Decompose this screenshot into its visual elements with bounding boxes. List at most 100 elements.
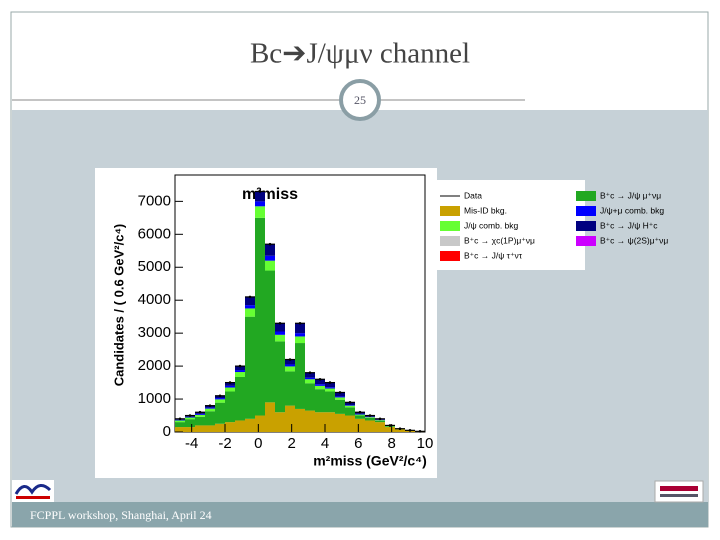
histogram-segment [215, 402, 225, 424]
histogram-segment [275, 341, 285, 413]
histogram-segment [285, 366, 295, 372]
histogram-segment [175, 419, 185, 421]
histogram-segment [355, 414, 365, 416]
x-axis-label: m²miss (GeV²/c⁴) [313, 453, 427, 469]
data-point-dot [418, 430, 422, 433]
legend-label: J/ψ+μ comb. bkg [600, 205, 664, 215]
histogram-segment [275, 412, 285, 432]
y-axis-label: Candidates / ( 0.6 GeV²/c⁴) [111, 224, 126, 386]
data-point-dot [328, 381, 332, 384]
data-point-dot [308, 371, 312, 374]
y-tick-label: 0 [163, 423, 171, 440]
histogram-segment [345, 404, 355, 406]
legend-label: B⁺c → J/ψ τ⁺ντ [464, 250, 523, 260]
legend-label: B⁺c → ψ(2S)μ⁺νμ [600, 235, 668, 245]
histogram-segment [225, 387, 235, 392]
histogram-segment [205, 425, 215, 432]
histogram-segment [195, 414, 205, 417]
x-tick-label: -4 [185, 435, 198, 452]
x-tick-label: 0 [254, 435, 262, 452]
data-point-dot [318, 377, 322, 381]
histogram-segment [285, 405, 295, 432]
histogram-segment [325, 382, 335, 388]
y-tick-label: 7000 [138, 192, 171, 209]
data-point-dot [298, 321, 302, 325]
legend-image [437, 180, 585, 270]
histogram-segment [285, 364, 295, 367]
histogram-segment [335, 396, 345, 398]
legend-label: Data [464, 190, 482, 200]
slide-title: Bc➔J/ψμν channel [250, 38, 470, 70]
histogram-segment [295, 336, 305, 344]
histogram-segment [235, 420, 245, 432]
histogram-segment [255, 415, 265, 432]
histogram-segment [225, 382, 235, 386]
histogram-segment [385, 427, 395, 432]
data-point-dot [368, 414, 372, 417]
legend-swatch [440, 221, 460, 231]
histogram-segment [225, 385, 235, 388]
x-tick-label: 4 [321, 435, 329, 452]
histogram-segment [205, 408, 215, 412]
histogram-segment [225, 422, 235, 432]
y-tick-label: 1000 [138, 390, 171, 407]
histogram-segment [345, 415, 355, 432]
histogram-segment [335, 397, 345, 400]
x-tick-label: 6 [354, 435, 362, 452]
x-tick-label: -2 [218, 435, 231, 452]
histogram-segment [325, 412, 335, 432]
histogram-segment [245, 316, 255, 419]
histogram-segment [295, 408, 305, 432]
histogram-segment [215, 423, 225, 432]
histogram-segment [195, 413, 205, 415]
histogram-segment [325, 391, 335, 413]
histogram-segment [285, 359, 295, 365]
histogram-segment [305, 383, 315, 411]
histogram-segment [335, 399, 345, 414]
histogram-segment [185, 427, 195, 432]
histogram-segment [265, 260, 275, 271]
legend-swatch [576, 206, 596, 216]
histogram-segment [295, 323, 305, 334]
histogram-segment [275, 334, 285, 342]
y-tick-label: 6000 [138, 225, 171, 242]
data-point-dot [358, 410, 362, 414]
histogram-segment [265, 402, 275, 432]
histogram-segment [345, 405, 355, 408]
data-point-dot [238, 364, 242, 368]
histogram-segment [245, 418, 255, 432]
histogram-segment [245, 296, 255, 306]
histogram-segment [355, 415, 365, 419]
histogram-segment [355, 413, 365, 415]
data-point-dot [178, 417, 182, 421]
data-point-dot [408, 429, 412, 432]
y-tick-label: 5000 [138, 258, 171, 275]
histogram-segment [255, 217, 265, 416]
histogram-segment [295, 343, 305, 409]
data-point-dot [388, 424, 392, 427]
histogram-segment [255, 191, 265, 202]
histogram-segment [325, 387, 335, 389]
histogram-segment [205, 407, 215, 409]
histogram-segment [365, 420, 375, 432]
data-point-dot [198, 410, 202, 414]
histogram-segment [345, 402, 355, 405]
data-point-dot [288, 358, 292, 361]
histogram-segment [315, 412, 325, 432]
data-point-dot [348, 401, 352, 404]
x-tick-label: 10 [417, 435, 434, 452]
histogram-segment [265, 255, 275, 261]
logo-left [12, 480, 54, 502]
histogram-segment [315, 379, 325, 385]
histogram-segment [175, 427, 185, 432]
histogram-segment [375, 420, 385, 423]
histogram-segment [235, 370, 245, 373]
page-number: 25 [354, 93, 366, 107]
x-tick-label: 2 [287, 435, 295, 452]
legend-label: B⁺c → J/ψ H⁺c [600, 220, 658, 230]
histogram-segment [245, 305, 255, 309]
legend-label: B⁺c → χc(1P)μ⁺νμ [464, 235, 535, 245]
histogram-segment [345, 407, 355, 416]
histogram-segment [285, 371, 295, 406]
histogram-segment [215, 398, 225, 400]
